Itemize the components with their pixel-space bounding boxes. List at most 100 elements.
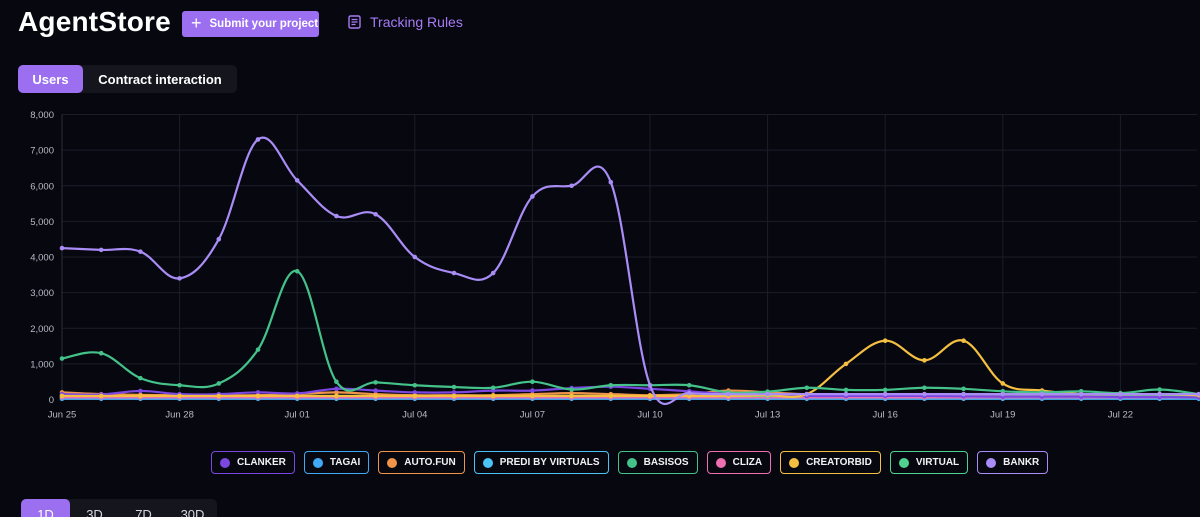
y-tick-label: 1,000: [30, 359, 54, 370]
legend-item-tagai[interactable]: TAGAI: [303, 451, 370, 474]
data-point-basisos: [98, 350, 104, 356]
data-point-clanker: [373, 388, 378, 393]
data-point-creatorbid: [843, 361, 849, 367]
legend-item-creatorbid[interactable]: CREATORBID: [780, 451, 881, 474]
tab-contract-interaction[interactable]: Contract interaction: [98, 71, 222, 87]
y-tick-label: 5,000: [30, 217, 54, 228]
x-tick-label: Jul 01: [285, 410, 310, 421]
data-point-bankr: [412, 254, 418, 260]
series-line-clanker: [61, 385, 1199, 399]
chart-legend: CLANKER TAGAI AUTO.FUN PREDI BY VIRTUALS BAS…: [211, 451, 1049, 474]
legend-item-clanker[interactable]: CLANKER: [211, 451, 295, 474]
data-point-bankr: [1039, 391, 1045, 397]
legend-dot-icon: [387, 457, 398, 468]
data-point-bankr: [1000, 391, 1006, 397]
data-point-bankr: [98, 247, 104, 253]
data-point-basisos: [569, 387, 574, 392]
legend-dot-icon: [715, 457, 726, 468]
legend-item-cliza[interactable]: CLIZA: [706, 451, 772, 474]
data-point-creatorbid: [138, 393, 143, 399]
x-tick-label: Jul 19: [990, 410, 1015, 421]
data-point-basisos: [843, 387, 849, 393]
data-point-bankr: [530, 194, 535, 199]
data-point-basisos: [334, 379, 339, 384]
data-point-clanker: [451, 390, 457, 395]
data-point-bankr: [1078, 391, 1084, 397]
legend-item-basisos[interactable]: BASISOS: [617, 451, 698, 474]
legend-dot-icon: [898, 457, 909, 468]
series-line-creatorbid: [62, 339, 1199, 398]
legend-item-bankr[interactable]: BANKR: [977, 451, 1049, 474]
data-point-bankr: [765, 391, 770, 397]
data-point-bankr: [177, 276, 182, 281]
legend-dot-icon: [789, 457, 800, 468]
x-tick-label: Jul 16: [873, 410, 898, 421]
data-point-basisos: [686, 382, 692, 388]
users-line-chart: 0 1,000 2,000 3,000 4,000 5,000 6,000 7,000 8,00…: [30, 110, 1200, 421]
data-point-basisos: [294, 268, 300, 274]
data-point-bankr: [255, 137, 261, 142]
data-point-auto-fun: [334, 390, 339, 395]
legend-label: CLANKER: [237, 457, 286, 468]
data-point-bankr: [216, 236, 222, 242]
x-tick-label: Jul 07: [520, 410, 545, 421]
range-tab-7d[interactable]: 7D: [135, 506, 152, 517]
legend-label: PREDI BY VIRTUALS: [499, 457, 600, 468]
legend-label: TAGAI: [329, 457, 361, 468]
x-tick-label: Jul 22: [1108, 410, 1133, 421]
range-tabs: 1D 3D 7D 30D: [21, 499, 217, 517]
data-point-basisos: [804, 385, 810, 391]
y-tick-label: 2,000: [30, 324, 54, 335]
range-tab-30d[interactable]: 30D: [180, 506, 205, 517]
legend-item-virtual[interactable]: VIRTUAL: [889, 451, 969, 474]
data-point-creatorbid: [1000, 381, 1006, 386]
data-point-bankr: [294, 178, 300, 183]
data-point-bankr: [843, 391, 849, 397]
data-point-creatorbid: [922, 358, 927, 363]
tracking-rules-label: Tracking Rules: [370, 14, 463, 30]
data-point-basisos: [530, 379, 535, 384]
data-point-bankr: [569, 183, 574, 189]
range-tab-3d[interactable]: 3D: [86, 506, 103, 517]
data-point-bankr: [686, 390, 692, 396]
tab-users[interactable]: Users: [18, 65, 83, 93]
range-tab-1d[interactable]: 1D: [21, 499, 70, 517]
legend-dot-icon: [626, 457, 637, 468]
data-point-creatorbid: [177, 393, 182, 399]
y-tick-label: 0: [49, 395, 54, 406]
data-point-basisos: [922, 385, 927, 391]
data-point-clanker: [530, 388, 535, 393]
data-point-creatorbid: [608, 393, 614, 399]
legend-item-predi-by-virtuals[interactable]: PREDI BY VIRTUALS: [473, 451, 609, 474]
data-point-bankr: [882, 391, 888, 397]
legend-item-auto-fun[interactable]: AUTO.FUN: [378, 451, 465, 474]
data-point-creatorbid: [961, 338, 966, 344]
data-point-bankr: [138, 249, 143, 254]
data-point-bankr: [922, 391, 927, 397]
y-tick-label: 3,000: [30, 288, 54, 299]
data-point-bankr: [608, 179, 614, 185]
data-point-creatorbid: [59, 393, 65, 399]
x-tick-label: Jun 25: [48, 410, 77, 421]
submit-project-button[interactable]: + Submit your project: [182, 11, 319, 37]
legend-dot-icon: [220, 457, 230, 468]
data-point-basisos: [451, 384, 457, 390]
data-point-creatorbid: [412, 393, 418, 399]
data-point-basisos: [608, 382, 614, 388]
data-point-basisos: [255, 347, 261, 352]
data-point-creatorbid: [373, 393, 378, 399]
data-point-basisos: [412, 382, 418, 388]
data-point-bankr: [961, 391, 966, 397]
metric-tabs: Users Contract interaction: [18, 65, 237, 93]
data-point-basisos: [59, 356, 65, 361]
tracking-rules-link[interactable]: Tracking Rules: [348, 14, 463, 30]
legend-dot-icon: [312, 457, 323, 468]
data-point-bankr: [334, 213, 339, 219]
x-tick-label: Jun 28: [165, 410, 194, 421]
legend-dot-icon: [482, 457, 493, 468]
plus-icon: +: [191, 13, 202, 33]
data-point-bankr: [1157, 391, 1162, 397]
legend-label: BASISOS: [643, 457, 689, 468]
data-point-creatorbid: [451, 393, 457, 399]
legend-label: BANKR: [1003, 457, 1040, 468]
